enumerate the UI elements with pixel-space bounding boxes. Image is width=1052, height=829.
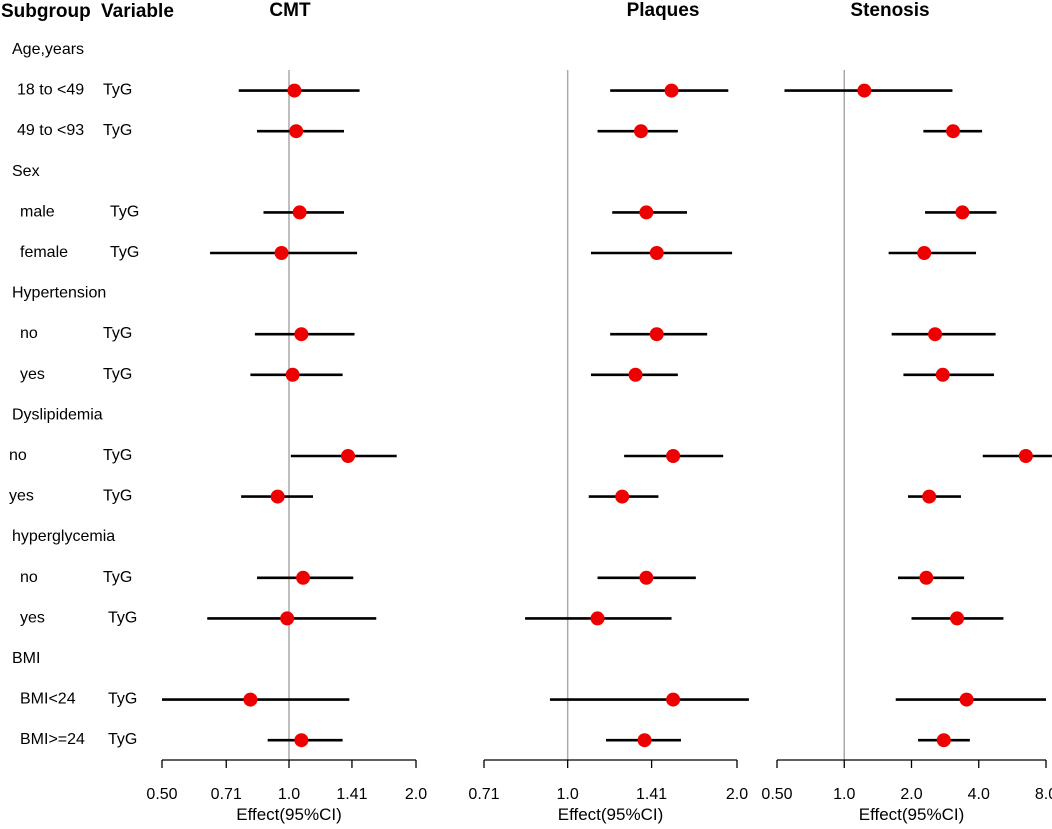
point-estimate — [935, 367, 950, 382]
point-estimate — [919, 570, 934, 585]
tick-label: 4.0 — [968, 786, 990, 803]
point-estimate — [664, 83, 679, 98]
point-estimate — [955, 205, 970, 220]
point-estimate — [341, 449, 356, 463]
point-estimate — [666, 449, 681, 463]
variable-label: TyG — [110, 244, 139, 261]
subgroup-label: 49 to <93 — [17, 122, 84, 139]
point-estimate — [296, 570, 311, 585]
point-estimate — [294, 733, 309, 748]
variable-label: TyG — [103, 447, 132, 464]
variable-label: TyG — [108, 731, 137, 748]
point-estimate — [294, 327, 309, 342]
tick-label: 2.0 — [405, 786, 427, 803]
panel-plaques: Plaques 0.71 1.0 1.41 2.0 Effect(95%CI) — [468, 0, 749, 824]
point-estimate — [639, 205, 654, 220]
group-label: BMI — [12, 650, 40, 667]
point-estimate — [270, 489, 285, 504]
tick-label: 0.71 — [211, 786, 242, 803]
point-estimate — [287, 83, 302, 98]
tick-label: 1.41 — [336, 786, 367, 803]
point-estimate — [928, 327, 943, 342]
point-estimate — [292, 205, 307, 220]
tick-label: 8.0 — [1035, 786, 1052, 803]
subgroup-label: BMI>=24 — [20, 731, 85, 748]
subgroup-label: yes — [9, 488, 34, 505]
subgroup-label: no — [9, 447, 27, 464]
subgroup-label: female — [20, 244, 68, 261]
variable-label: TyG — [103, 325, 132, 342]
point-estimate — [280, 611, 295, 626]
subgroup-label: no — [20, 325, 38, 342]
subgroup-label: male — [20, 203, 55, 220]
point-estimate — [950, 611, 965, 626]
point-estimate — [274, 246, 289, 260]
row-labels: Age,years 18 to <49 TyG 49 to <93 TyG Sex male… — [9, 41, 139, 748]
panel-title: Stenosis — [850, 0, 929, 21]
point-estimate — [615, 489, 630, 504]
tick-label: 1.0 — [557, 786, 579, 803]
variable-label: TyG — [103, 82, 132, 99]
subgroup-label: 18 to <49 — [17, 82, 84, 99]
point-estimate — [628, 367, 643, 382]
variable-label: TyG — [103, 122, 132, 139]
point-estimate — [243, 692, 258, 707]
x-axis-label: Effect(95%CI) — [558, 805, 664, 824]
variable-label: TyG — [103, 488, 132, 505]
point-estimate — [1018, 449, 1033, 463]
point-estimate — [946, 124, 961, 139]
subgroup-label: no — [20, 569, 38, 586]
tick-label: 1.41 — [636, 786, 667, 803]
tick-label: 1.0 — [278, 786, 300, 803]
group-label: Sex — [12, 163, 40, 180]
header-variable: Variable — [101, 1, 174, 22]
point-estimate — [857, 83, 872, 98]
point-estimate — [590, 611, 605, 626]
tick-label: 0.71 — [468, 786, 499, 803]
point-estimate — [639, 570, 654, 585]
point-estimate — [649, 246, 664, 260]
variable-label: TyG — [103, 569, 132, 586]
panel-stenosis: Stenosis 0.50 1.0 2.0 4.0 8.0 Effect(95%CI) — [761, 0, 1052, 824]
header-subgroup: Subgroup — [1, 1, 91, 22]
subgroup-label: yes — [20, 609, 45, 626]
point-estimate — [959, 692, 974, 707]
panel-title: CMT — [269, 0, 311, 21]
tick-label: 1.0 — [833, 786, 855, 803]
group-label: Age,years — [12, 41, 84, 58]
panel-cmt: CMT 0.50 0.71 1.0 1.41 2.0 Effect(95%CI) — [146, 0, 427, 824]
tick-label: 2.0 — [900, 786, 922, 803]
group-label: hyperglycemia — [12, 528, 115, 545]
subgroup-label: BMI<24 — [20, 691, 76, 708]
tick-label: 2.0 — [726, 786, 748, 803]
point-estimate — [666, 692, 681, 707]
group-label: Hypertension — [12, 285, 106, 302]
x-axis-label: Effect(95%CI) — [236, 805, 342, 824]
tick-label: 0.50 — [761, 786, 792, 803]
subgroup-label: yes — [20, 366, 45, 383]
variable-label: TyG — [108, 691, 137, 708]
point-estimate — [936, 733, 951, 748]
point-estimate — [637, 733, 652, 748]
point-estimate — [922, 489, 937, 504]
variable-label: TyG — [110, 203, 139, 220]
panel-title: Plaques — [627, 0, 700, 21]
point-estimate — [285, 367, 300, 382]
tick-label: 0.50 — [146, 786, 177, 803]
point-estimate — [649, 327, 664, 342]
point-estimate — [917, 246, 932, 260]
point-estimate — [633, 124, 648, 139]
group-label: Dyslipidemia — [12, 406, 103, 423]
point-estimate — [289, 124, 304, 139]
variable-label: TyG — [103, 366, 132, 383]
x-axis-label: Effect(95%CI) — [859, 805, 965, 824]
variable-label: TyG — [108, 609, 137, 626]
